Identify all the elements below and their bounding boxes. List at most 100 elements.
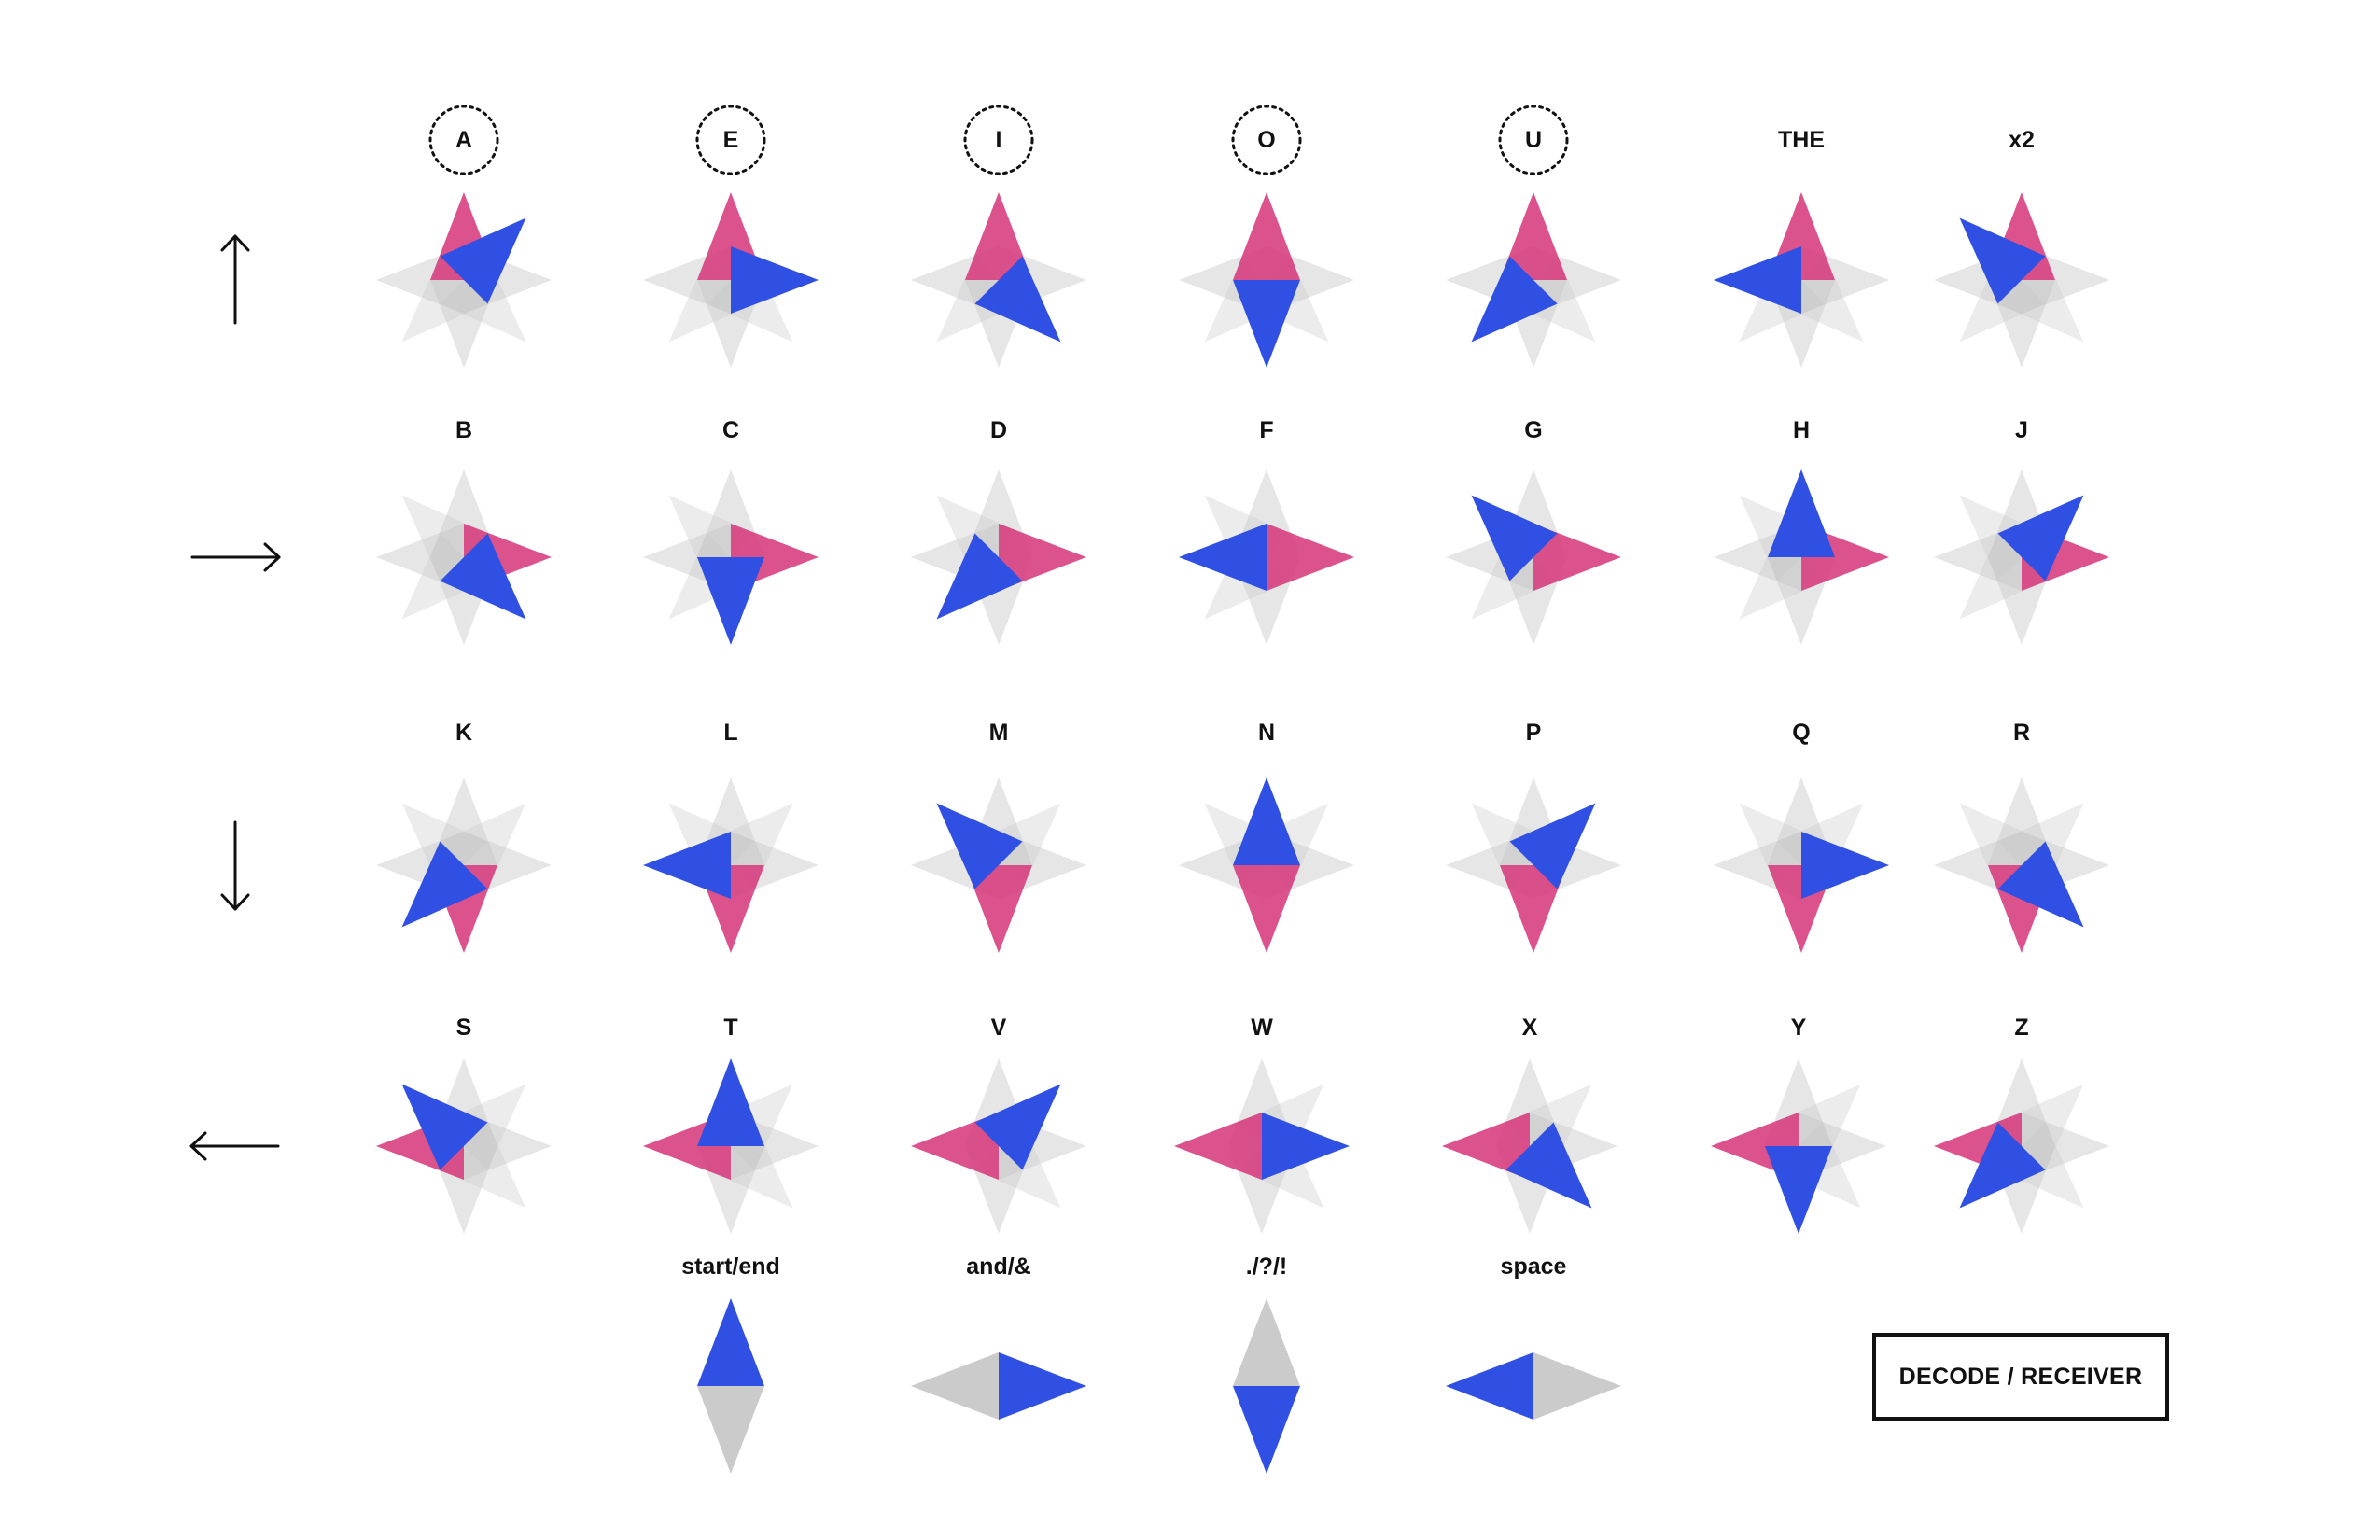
ghost-blade [1959, 803, 2046, 889]
glyph-k [376, 777, 552, 953]
ghost-blade [1533, 1352, 1621, 1420]
vertical-blade [1442, 1113, 1530, 1180]
glyph-label: L [723, 720, 737, 746]
pointer-blade [936, 803, 1023, 889]
glyph-label: G [1524, 417, 1542, 443]
special-0 [697, 1298, 764, 1474]
ghost-blade [1934, 524, 2022, 591]
ghost-blade [440, 803, 526, 889]
glyph-label: W [1251, 1015, 1273, 1041]
glyph-label: Y [1791, 1015, 1807, 1041]
glyph-label: V [991, 1015, 1007, 1041]
glyph-label: U [1525, 127, 1542, 153]
glyph-c [643, 469, 819, 645]
glyph-w [1174, 1058, 1350, 1234]
pointer-blade [1233, 777, 1300, 865]
glyph-label: M [989, 720, 1009, 746]
glyph-a [376, 192, 552, 368]
pointer-blade [1959, 1122, 2046, 1209]
glyph-h [1714, 469, 1889, 645]
vertical-blade [965, 192, 1032, 280]
vertical-blade [1233, 192, 1300, 280]
ghost-blade [697, 1386, 764, 1474]
ghost-blade [707, 803, 793, 889]
glyph-x [1442, 1058, 1617, 1234]
glyph-t [643, 1058, 819, 1234]
special-label: and/& [966, 1253, 1030, 1280]
glyph-the [1714, 192, 1889, 368]
vowel-marker [428, 105, 499, 175]
glyph-d [911, 469, 1086, 645]
ghost-blade [1774, 1084, 1861, 1170]
glyph-label: O [1257, 127, 1275, 153]
special-label: space [1501, 1253, 1567, 1280]
vowel-marker [963, 105, 1034, 175]
glyph-label: R [2013, 720, 2030, 746]
glyph-label: Q [1792, 720, 1810, 746]
ghost-blade [430, 777, 497, 865]
pointer-blade [731, 246, 819, 314]
glyph-label: S [456, 1015, 472, 1041]
glyph-label: H [1793, 417, 1810, 443]
vowel-marker [695, 105, 766, 175]
glyph-p [1446, 777, 1621, 953]
vertical-blade [1233, 865, 1300, 953]
glyph-f [1179, 469, 1354, 645]
special-2 [1233, 1298, 1300, 1474]
glyph-z [1934, 1058, 2109, 1234]
pointer-blade [974, 1084, 1061, 1170]
ghost-blade [1739, 803, 1826, 889]
pointer-blade [1801, 832, 1889, 899]
ghost-blade [707, 1122, 793, 1209]
glyph-label: E [723, 127, 739, 153]
pointer-blade [697, 1298, 764, 1386]
glyph-label: J [2015, 417, 2028, 443]
glyph-l [643, 777, 819, 953]
ghost-blade [911, 1352, 999, 1420]
vowel-marker [1231, 105, 1302, 175]
pointer-blade [1768, 469, 1835, 557]
arrow-left-icon [189, 1131, 280, 1161]
arrow-down-icon [220, 820, 250, 911]
pointer-blade [401, 1084, 488, 1170]
pointer-blade [974, 256, 1061, 343]
vowel-marker [1498, 105, 1569, 175]
pointer-blade [1959, 217, 2046, 304]
glyph-x2 [1934, 192, 2109, 368]
special-label: ./?/! [1246, 1253, 1287, 1280]
glyph-label: C [722, 417, 739, 443]
glyph-label: B [455, 417, 472, 443]
arrow-right-icon [190, 542, 281, 572]
pointer-blade [1997, 495, 2084, 581]
glyph-o [1179, 192, 1354, 368]
pointer-blade [440, 533, 526, 620]
ghost-blade [1233, 1298, 1300, 1386]
glyph-r [1934, 777, 2109, 953]
ghost-blade [401, 495, 488, 581]
pointer-blade [1233, 1386, 1300, 1474]
pointer-blade [1471, 495, 1558, 581]
glyph-label: THE [1778, 127, 1825, 153]
ghost-blade [1997, 256, 2084, 343]
ghost-blade [668, 256, 755, 343]
arrow-up-icon [220, 234, 250, 325]
vertical-blade [965, 865, 1032, 953]
pointer-blade [1765, 1146, 1832, 1234]
pointer-blade [1509, 803, 1596, 889]
ghost-blade [1777, 256, 1864, 343]
ghost-blade [440, 1122, 526, 1209]
pointer-blade [401, 841, 488, 928]
ghost-blade [430, 280, 497, 368]
ghost-blade [1739, 533, 1826, 620]
glyph-label: x2 [2009, 127, 2035, 153]
pointer-blade [643, 832, 731, 899]
pointer-blade [1471, 256, 1558, 343]
vertical-blade [999, 524, 1086, 591]
decode-receiver-button[interactable]: DECODE / RECEIVER [1872, 1333, 2169, 1421]
ghost-blade [1959, 533, 2046, 620]
vertical-blade [911, 1113, 999, 1180]
glyph-s [376, 1058, 552, 1234]
pointer-blade [1262, 1113, 1350, 1180]
glyph-n [1179, 777, 1354, 953]
special-3 [1446, 1352, 1621, 1420]
